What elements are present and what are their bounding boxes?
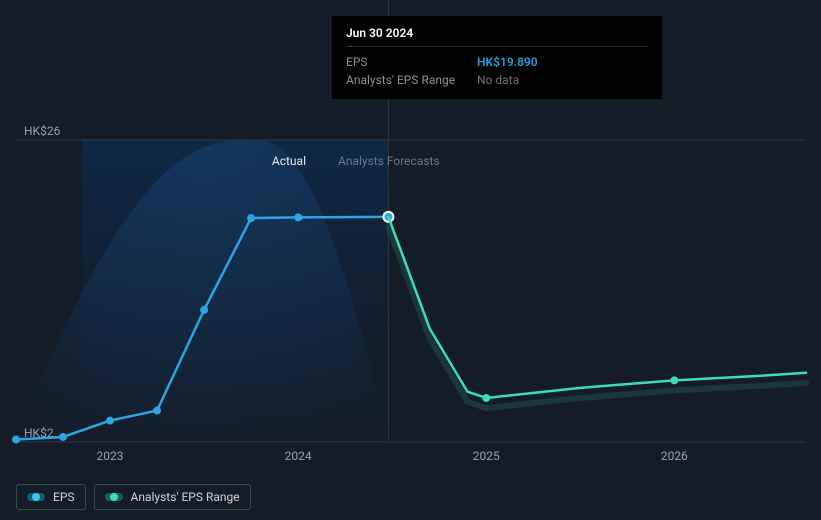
tooltip-row-label: Analysts' EPS Range (346, 73, 461, 87)
legend-item[interactable]: Analysts' EPS Range (94, 484, 251, 510)
legend-label: Analysts' EPS Range (131, 490, 240, 504)
legend-swatch-icon (105, 493, 123, 501)
svg-text:2023: 2023 (97, 449, 124, 463)
svg-text:2025: 2025 (473, 449, 500, 463)
chart-tooltip: Jun 30 2024 EPS HK$19.890 Analysts' EPS Ra… (332, 16, 662, 99)
tooltip-row: Analysts' EPS Range No data (346, 71, 648, 89)
svg-text:2024: 2024 (285, 449, 312, 463)
tooltip-row-value: No data (477, 73, 519, 87)
section-label-actual: Actual (272, 154, 306, 168)
svg-text:2026: 2026 (661, 449, 688, 463)
chart-legend: EPS Analysts' EPS Range (16, 484, 251, 510)
tooltip-row-value: HK$19.890 (477, 55, 538, 69)
tooltip-row-label: EPS (346, 55, 461, 69)
legend-swatch-icon (27, 493, 45, 501)
legend-item[interactable]: EPS (16, 484, 86, 510)
tooltip-row: EPS HK$19.890 (346, 53, 648, 71)
svg-text:HK$26: HK$26 (24, 124, 61, 138)
tooltip-date: Jun 30 2024 (346, 26, 648, 47)
eps-chart: HK$2HK$262023202420252026 Actual Analyst… (0, 0, 821, 520)
section-label-forecast: Analysts Forecasts (338, 154, 440, 168)
legend-label: EPS (53, 490, 75, 504)
